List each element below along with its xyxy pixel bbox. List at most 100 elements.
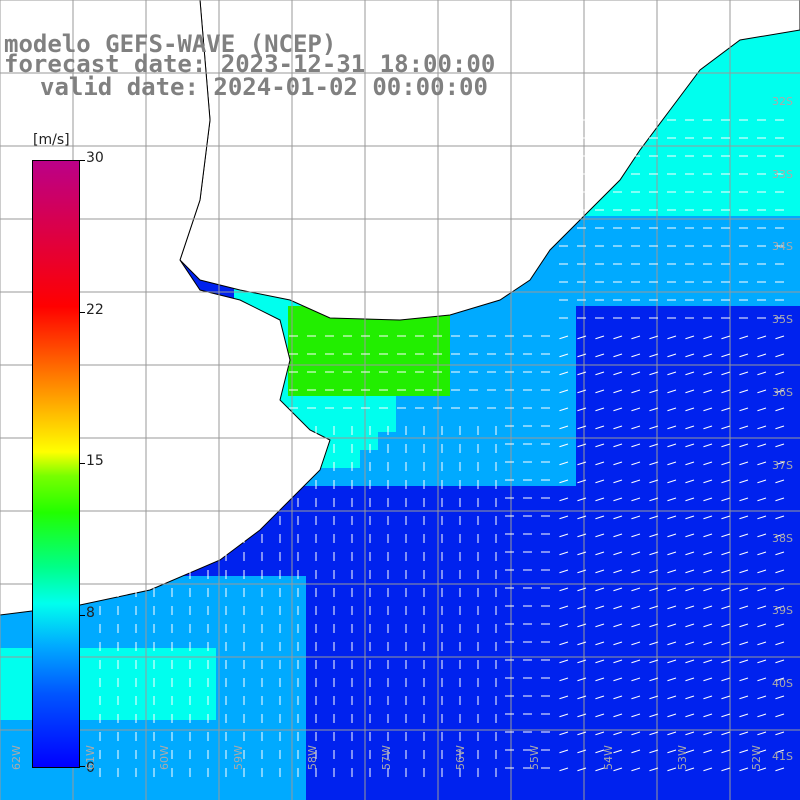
field-cell — [720, 360, 738, 378]
field-cell — [270, 666, 288, 684]
field-cell — [738, 288, 756, 306]
wind-arrow — [631, 461, 641, 466]
field-cell — [666, 324, 684, 342]
wind-arrow — [739, 443, 749, 448]
wind-arrow — [559, 389, 569, 394]
wind-arrow — [703, 479, 713, 484]
field-cell — [522, 486, 540, 504]
field-cell — [702, 252, 720, 270]
field-cell — [738, 666, 756, 684]
wind-arrow — [649, 389, 659, 394]
field-cell — [666, 702, 684, 720]
field-cell — [540, 630, 558, 648]
field-cell — [594, 360, 612, 378]
field-cell — [630, 630, 648, 648]
field-cell — [378, 702, 396, 720]
wind-arrow — [577, 443, 587, 448]
wind-arrow — [649, 695, 659, 700]
field-cell — [360, 540, 378, 558]
field-cell — [612, 324, 630, 342]
field-cell — [162, 594, 180, 612]
field-cell — [774, 126, 792, 144]
field-cell — [756, 108, 774, 126]
wind-arrow — [775, 335, 785, 340]
field-cell — [756, 162, 774, 180]
field-cell — [126, 792, 144, 800]
field-cell — [288, 738, 306, 756]
field-cell — [378, 720, 396, 738]
lon-label: 62W — [10, 745, 23, 770]
field-cell — [720, 72, 738, 90]
field-cell — [342, 774, 360, 792]
field-cell — [576, 432, 594, 450]
wind-arrow — [559, 335, 569, 340]
field-cell — [684, 234, 702, 252]
field-cell — [450, 360, 468, 378]
field-cell — [612, 792, 630, 800]
field-cell — [162, 666, 180, 684]
field-cell — [756, 324, 774, 342]
field-cell — [702, 738, 720, 756]
field-cell — [576, 540, 594, 558]
field-cell — [684, 414, 702, 432]
field-cell — [702, 774, 720, 792]
field-cell — [720, 468, 738, 486]
field-cell — [666, 432, 684, 450]
field-cell — [756, 504, 774, 522]
field-cell — [180, 720, 198, 738]
wind-arrow — [757, 479, 767, 484]
field-cell — [342, 450, 360, 468]
field-cell — [414, 468, 432, 486]
field-cell — [774, 702, 792, 720]
field-cell — [486, 342, 504, 360]
field-cell — [558, 252, 576, 270]
wind-arrow — [631, 587, 641, 592]
field-cell — [0, 720, 18, 738]
wind-arrow — [613, 425, 623, 430]
field-cell — [468, 738, 486, 756]
field-cell — [792, 756, 800, 774]
field-cell — [720, 666, 738, 684]
field-cell — [666, 180, 684, 198]
field-cell — [792, 522, 800, 540]
wind-arrow — [559, 407, 569, 412]
field-cell — [594, 558, 612, 576]
field-cell — [540, 450, 558, 468]
field-cell — [684, 162, 702, 180]
field-cell — [468, 324, 486, 342]
field-cell — [504, 702, 522, 720]
wind-arrow — [667, 371, 677, 376]
field-cell — [288, 792, 306, 800]
field-cell — [288, 720, 306, 738]
wind-arrow — [775, 587, 785, 592]
field-cell — [558, 594, 576, 612]
field-cell — [450, 684, 468, 702]
field-cell — [594, 270, 612, 288]
field-cell — [792, 108, 800, 126]
wind-arrow — [703, 353, 713, 358]
field-cell — [630, 504, 648, 522]
wind-arrow — [559, 425, 569, 430]
field-cell — [504, 666, 522, 684]
field-cell — [234, 720, 252, 738]
field-cell — [162, 738, 180, 756]
wind-arrow — [667, 767, 677, 772]
field-cell — [702, 450, 720, 468]
wind-arrow — [685, 353, 695, 358]
field-cell — [0, 756, 18, 774]
field-cell — [612, 432, 630, 450]
field-cell — [432, 630, 450, 648]
field-cell — [360, 324, 378, 342]
field-cell — [594, 234, 612, 252]
wind-arrow — [721, 713, 731, 718]
field-cell — [720, 306, 738, 324]
field-cell — [126, 774, 144, 792]
field-cell — [576, 558, 594, 576]
field-cell — [18, 720, 36, 738]
field-cell — [576, 450, 594, 468]
field-cell — [504, 756, 522, 774]
field-cell — [756, 360, 774, 378]
field-cell — [630, 612, 648, 630]
field-cell — [558, 558, 576, 576]
wind-arrow — [667, 353, 677, 358]
